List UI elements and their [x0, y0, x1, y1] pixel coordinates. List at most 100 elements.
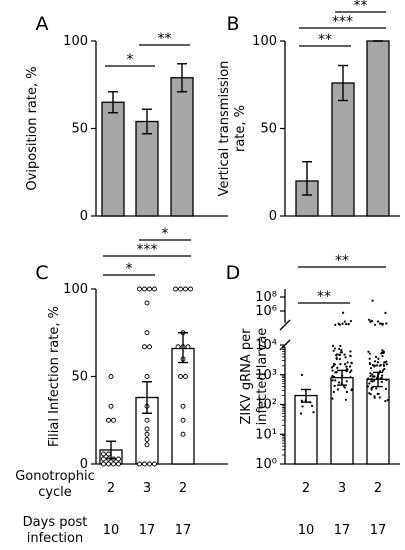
significance-label: **	[318, 32, 332, 48]
data-point	[178, 286, 183, 292]
data-point	[382, 364, 386, 367]
data-point	[349, 319, 353, 323]
data-point	[366, 385, 370, 388]
data-point	[337, 322, 340, 325]
data-point	[152, 286, 157, 292]
data-point	[369, 374, 372, 378]
data-point	[334, 323, 337, 326]
data-point	[180, 403, 186, 409]
data-point	[108, 374, 114, 379]
data-point	[373, 360, 377, 363]
data-point	[375, 387, 378, 390]
data-point	[333, 347, 337, 350]
y-tick-label: 10³	[255, 368, 277, 383]
y-tick-label: 10⁶	[255, 304, 277, 319]
data-point	[345, 365, 348, 368]
y-tick-label: 50	[260, 122, 277, 137]
data-point	[369, 393, 372, 396]
data-point	[381, 351, 384, 354]
data-point	[371, 320, 374, 323]
bar	[331, 82, 355, 217]
data-point	[180, 417, 186, 423]
data-point	[332, 390, 335, 394]
data-point	[344, 356, 347, 359]
data-point	[106, 417, 111, 423]
y-axis-label: Filial Infection rate, %	[47, 306, 62, 447]
data-point	[180, 431, 186, 437]
data-point	[349, 371, 352, 374]
y-axis-label: ZIKV gRNA per	[239, 328, 254, 425]
data-point	[330, 366, 334, 369]
data-point	[335, 371, 338, 374]
data-point	[142, 286, 147, 292]
significance-label: ***	[137, 242, 158, 258]
panel-letter-a: A	[36, 13, 49, 35]
footer-cycle-value: 2	[107, 481, 115, 496]
panel-letter-c: C	[35, 262, 48, 284]
footer-cycle-value: 2	[179, 481, 187, 496]
data-point	[383, 361, 386, 364]
data-point	[369, 372, 372, 375]
data-point	[116, 456, 121, 462]
data-point	[376, 392, 379, 395]
data-point	[147, 286, 152, 292]
footer-days-value: 10	[298, 523, 315, 538]
data-point	[385, 363, 389, 366]
bar	[366, 40, 390, 217]
data-point	[369, 367, 373, 370]
data-point	[106, 451, 111, 457]
data-point	[147, 344, 152, 350]
significance-label: **	[317, 289, 331, 305]
significance-label: *	[126, 261, 133, 277]
data-point	[345, 380, 348, 383]
data-point	[373, 375, 376, 378]
footer-days-value: 17	[175, 523, 192, 538]
data-point	[385, 378, 388, 382]
data-point	[183, 286, 188, 292]
data-point	[349, 354, 352, 357]
y-tick-label: 50	[71, 122, 88, 137]
y-axis-label: Oviposition rate, %	[25, 66, 40, 190]
data-point	[144, 330, 150, 336]
data-point	[379, 363, 382, 367]
data-point	[343, 320, 346, 323]
y-tick-label: 100	[63, 34, 88, 49]
y-axis-label: infected larvae	[255, 328, 270, 426]
data-point	[334, 379, 337, 382]
data-point	[343, 353, 346, 356]
y-tick-label: 0	[80, 209, 88, 224]
data-point	[368, 362, 372, 366]
data-point	[346, 361, 349, 364]
bar	[170, 77, 194, 217]
data-point	[368, 352, 371, 355]
data-point	[349, 376, 352, 379]
data-point	[347, 323, 350, 326]
data-point	[335, 353, 338, 356]
footer-cycle-value: 3	[143, 481, 151, 496]
data-point	[381, 369, 385, 372]
data-point	[366, 377, 370, 380]
data-point	[333, 384, 336, 387]
data-point	[335, 357, 338, 361]
data-point	[144, 374, 150, 379]
y-tick-label: 50	[71, 370, 88, 385]
data-point	[339, 351, 342, 354]
data-point	[152, 461, 157, 467]
data-point	[144, 417, 150, 423]
data-point	[370, 377, 373, 381]
significance-label: *	[127, 52, 134, 68]
data-point	[310, 404, 314, 407]
data-point	[332, 349, 335, 352]
data-point	[380, 380, 383, 383]
bar	[101, 101, 125, 217]
panel-letter-d: D	[226, 262, 241, 284]
data-point	[336, 366, 339, 369]
data-point	[331, 369, 334, 372]
y-tick-label: 10¹	[255, 427, 277, 442]
y-axis-label: rate, %	[233, 105, 248, 152]
data-point	[301, 405, 304, 408]
data-point	[381, 349, 384, 352]
data-point	[345, 390, 348, 394]
